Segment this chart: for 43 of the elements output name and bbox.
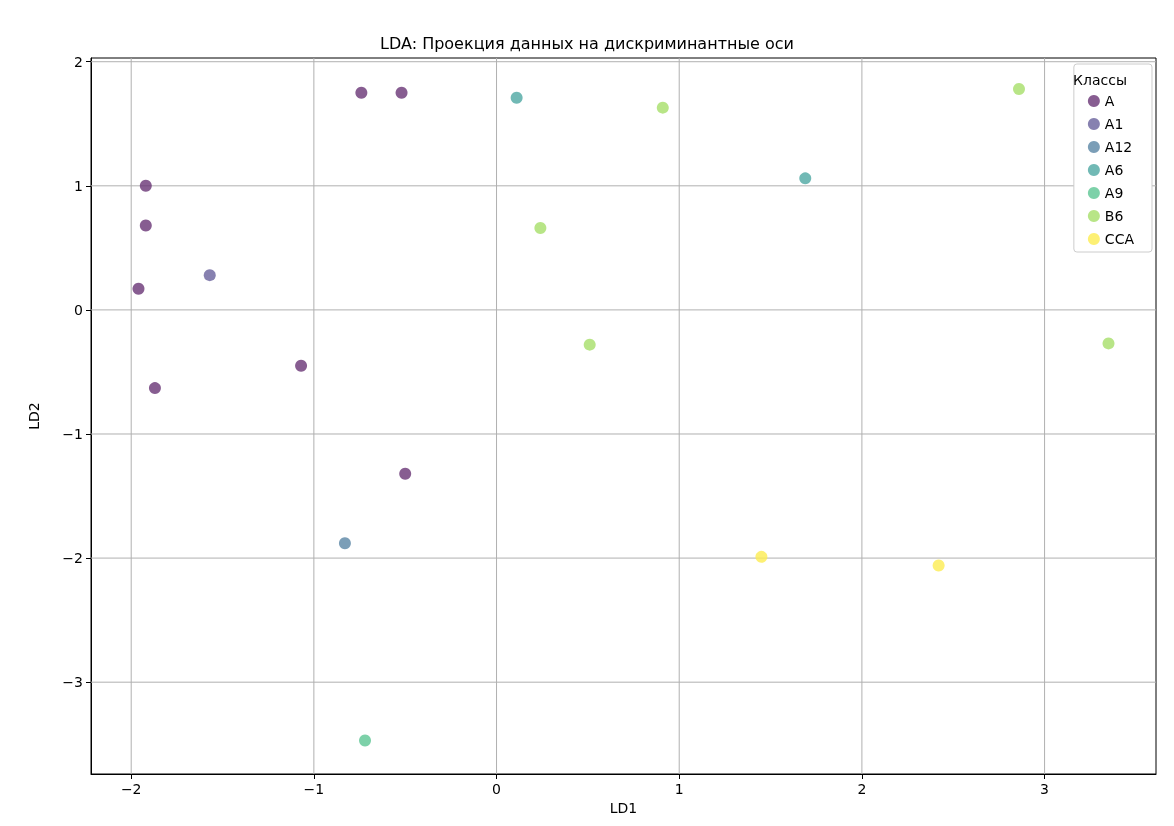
x-axis-title: LD1 — [609, 799, 638, 816]
y-axis-title: LD2 — [26, 402, 42, 430]
x-tick-label: −2 — [120, 781, 142, 797]
y-tick-label: −1 — [62, 425, 83, 442]
point — [355, 86, 368, 99]
point — [534, 222, 547, 234]
y-tick-label: −3 — [62, 674, 83, 691]
legend-label: A — [1104, 93, 1115, 109]
y-tick-label: 2 — [74, 53, 83, 70]
x-tick-label: 1 — [674, 781, 684, 797]
legend-title: Классы — [1073, 72, 1128, 88]
point — [656, 101, 669, 114]
point — [139, 219, 152, 232]
x-tick-label: −1 — [303, 781, 325, 797]
point — [399, 467, 412, 480]
point — [295, 359, 308, 372]
point — [395, 86, 408, 99]
legend-label: CCA — [1104, 231, 1135, 247]
chart-title: LDA: Проекция данных на дискриминантные оси — [380, 33, 794, 53]
point — [359, 734, 372, 747]
point — [148, 382, 161, 395]
point — [932, 559, 945, 572]
point — [203, 269, 216, 282]
y-tick-label: 0 — [74, 301, 83, 318]
legend-label: A9 — [1104, 185, 1124, 201]
x-tick-label: 0 — [492, 781, 501, 797]
legend-label: A12 — [1104, 139, 1133, 155]
point — [583, 338, 596, 351]
legend-label: A1 — [1104, 116, 1124, 132]
x-tick-label: 3 — [1040, 781, 1050, 797]
point — [510, 91, 523, 104]
legend-label: A6 — [1104, 162, 1124, 178]
legend-label: B6 — [1104, 208, 1124, 224]
point — [1013, 83, 1025, 96]
point — [132, 282, 145, 295]
point — [338, 537, 351, 550]
y-tick-label: −2 — [62, 550, 83, 567]
x-tick-label: 2 — [857, 781, 867, 797]
point — [1102, 337, 1115, 350]
point — [139, 179, 152, 192]
y-tick-label: 1 — [74, 177, 83, 194]
point — [799, 172, 812, 185]
point — [755, 550, 768, 563]
